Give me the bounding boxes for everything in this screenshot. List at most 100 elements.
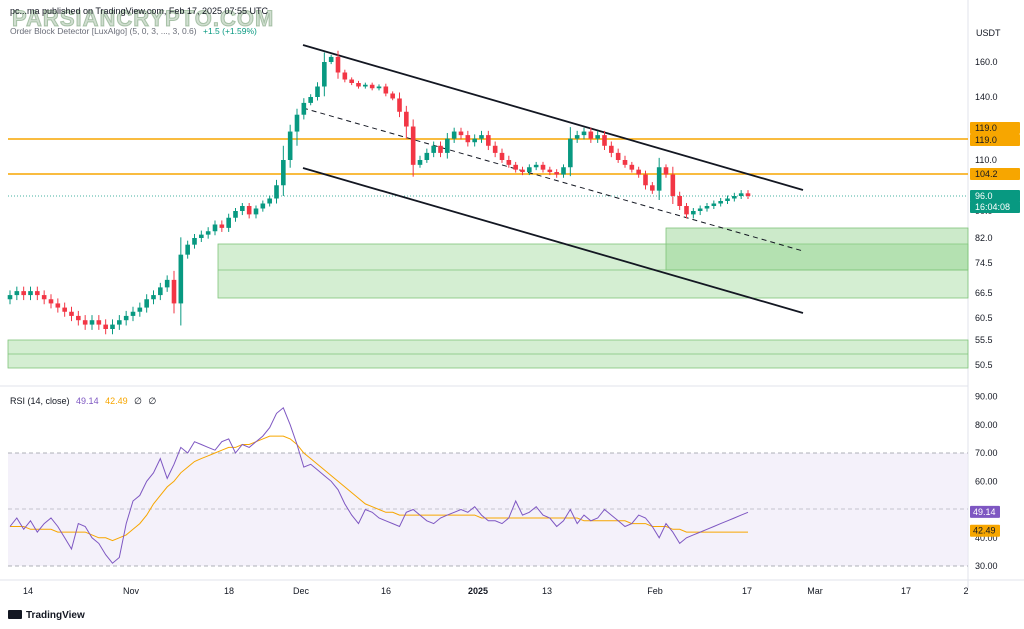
candle[interactable] [14,286,20,301]
candle[interactable] [670,166,676,204]
candle[interactable] [424,148,430,163]
currency-unit[interactable]: USDT [976,28,1001,38]
candle[interactable] [472,134,477,147]
candle[interactable] [561,164,566,178]
candle[interactable] [513,161,518,173]
candle[interactable] [226,213,231,232]
candle[interactable] [199,230,204,242]
candle[interactable] [697,205,703,216]
candle[interactable] [192,233,197,249]
rsi-legend[interactable]: RSI (14, close) 49.14 42.49 ∅ ∅ [10,396,156,407]
candle[interactable] [465,130,471,147]
candle[interactable] [718,198,723,207]
candle[interactable] [240,203,245,216]
candle[interactable] [144,294,149,313]
candle[interactable] [117,315,122,330]
channel-mid-line[interactable] [302,107,804,252]
candle[interactable] [704,203,710,212]
candle[interactable] [260,200,266,212]
candle[interactable] [376,84,382,91]
candle[interactable] [568,127,573,177]
price-badge[interactable]: 96.0 [970,190,1020,202]
candle[interactable] [390,91,395,101]
rsi-badge[interactable]: 49.14 [970,505,1000,518]
candle[interactable] [383,83,389,97]
candle[interactable] [369,82,375,91]
candle[interactable] [486,130,491,151]
candle[interactable] [643,170,648,190]
price-badge[interactable]: 119.0 [970,122,1020,134]
candle[interactable] [663,164,669,178]
candle[interactable] [410,119,416,177]
candle[interactable] [356,80,361,89]
candle[interactable] [35,286,40,301]
candle[interactable] [212,220,218,236]
candle[interactable] [479,130,484,143]
candle[interactable] [76,310,81,326]
candle[interactable] [171,270,177,314]
candle[interactable] [492,141,498,158]
candle[interactable] [609,141,614,158]
candle[interactable] [48,294,54,309]
candle[interactable] [137,302,143,317]
candle[interactable] [82,315,88,330]
candle[interactable] [301,98,307,120]
candle[interactable] [123,310,129,326]
candle[interactable] [650,182,655,194]
candle[interactable] [581,127,587,140]
candle[interactable] [287,124,293,168]
candle[interactable] [7,290,13,305]
candle[interactable] [745,190,751,199]
candle[interactable] [130,306,136,322]
candle[interactable] [308,94,313,106]
candle[interactable] [506,155,512,168]
channel-lower-line[interactable] [302,167,804,314]
candle[interactable] [28,286,33,301]
candle[interactable] [397,92,402,118]
tradingview-logo[interactable]: TradingView [8,610,85,621]
candle[interactable] [151,290,156,305]
candle[interactable] [185,240,190,259]
candle[interactable] [527,164,532,176]
candle[interactable] [725,195,730,204]
candle[interactable] [315,82,320,101]
candle[interactable] [691,208,696,219]
candle[interactable] [520,166,525,176]
candle[interactable] [547,166,553,176]
price-badge[interactable]: 119.0 [970,134,1020,146]
candle[interactable] [205,227,211,239]
candle[interactable] [281,145,286,196]
candle[interactable] [328,54,334,65]
candle[interactable] [732,192,737,202]
demand-zone-inner[interactable] [665,227,969,271]
candle[interactable] [431,141,436,158]
indicator-line[interactable]: Order Block Detector [LuxAlgo] (5, 0, 3,… [10,26,257,36]
candle[interactable] [246,203,252,219]
price-badge[interactable]: 16:04:08 [970,201,1020,213]
candle[interactable] [267,195,272,207]
candle[interactable] [445,132,450,159]
candle[interactable] [574,130,580,143]
candle[interactable] [554,169,559,178]
candle[interactable] [342,69,348,83]
candle[interactable] [602,130,607,151]
candle[interactable] [158,282,163,301]
price-badge[interactable]: 104.2 [970,168,1020,180]
candle[interactable] [404,105,409,139]
candle[interactable] [363,82,368,89]
candle[interactable] [41,290,47,305]
rsi-ma-line[interactable] [10,435,748,542]
candle[interactable] [677,191,682,210]
candle[interactable] [438,141,443,158]
candle[interactable] [164,275,170,292]
candle[interactable] [499,148,505,163]
candle[interactable] [233,208,238,222]
candle[interactable] [55,298,61,313]
candle[interactable] [595,130,600,143]
candle[interactable] [96,315,102,330]
candle[interactable] [274,179,279,204]
candle[interactable] [738,190,744,199]
candle[interactable] [89,315,95,330]
candle[interactable] [253,205,259,219]
